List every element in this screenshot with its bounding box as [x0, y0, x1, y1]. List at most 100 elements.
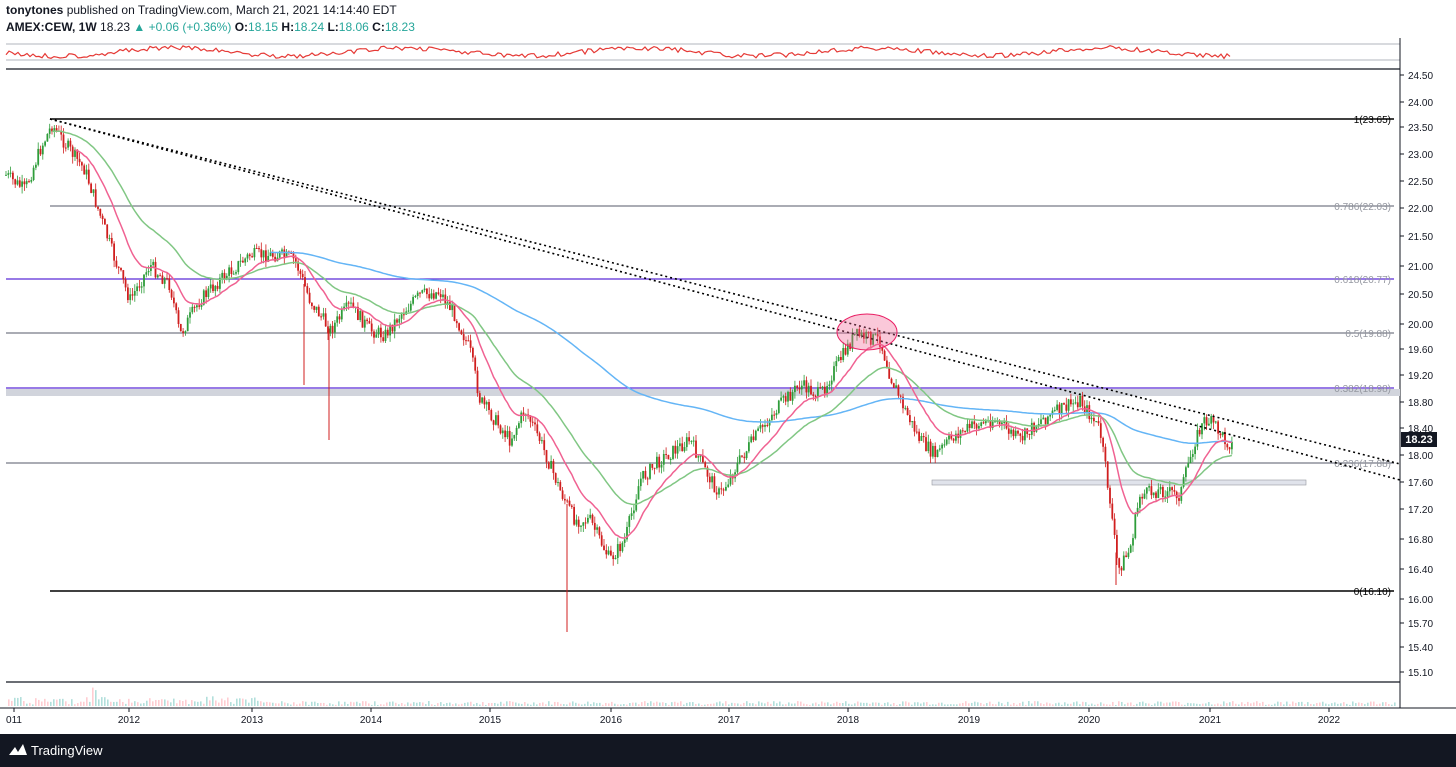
time-axis[interactable]: 011 2012 2013 2014 2015 2016 2017 2018 2019 2020 2… [6, 708, 1341, 726]
volume-bar [665, 703, 667, 706]
volume-bar [467, 702, 469, 706]
candle-body [1122, 555, 1125, 571]
candle-body [64, 147, 67, 149]
candle-body [366, 319, 368, 322]
candle-body [881, 346, 884, 351]
open-label: O: [234, 20, 249, 34]
price-axis[interactable]: 24.50 24.00 23.50 23.00 22.50 22.00 21.50 21.00… [1399, 38, 1433, 708]
candle-body [998, 421, 1001, 425]
volume-bar [950, 704, 952, 706]
candle-body [416, 292, 419, 296]
volume-bar [266, 701, 268, 706]
candle-body [768, 420, 771, 426]
candle-body [582, 522, 585, 526]
rsi-pane[interactable] [5, 43, 1400, 61]
candle-body [1221, 432, 1224, 436]
candle-body [982, 422, 985, 424]
candle-body [350, 302, 352, 304]
candle-body [315, 306, 318, 310]
volume-bar [509, 701, 511, 706]
volume-bar [1103, 703, 1105, 706]
highlight-ellipse[interactable] [836, 313, 898, 351]
trendline-upper[interactable] [49, 118, 1401, 465]
candle-body [357, 306, 359, 321]
candle-body [566, 500, 569, 502]
candle-body [465, 340, 467, 342]
candle-body [718, 488, 720, 495]
volume-bar [152, 701, 154, 706]
candle-body [1145, 487, 1148, 494]
volume-bar [1229, 702, 1231, 706]
volume-bar [338, 701, 340, 706]
volume-bar [719, 701, 721, 706]
candle-body [653, 467, 656, 469]
brand-name[interactable]: TradingView [31, 743, 103, 758]
candle-body [587, 517, 589, 523]
volume-bar [992, 703, 994, 706]
volume-bar [980, 702, 982, 706]
volume-bar [929, 704, 931, 706]
candle-body [633, 510, 635, 514]
volume-bar [794, 703, 796, 706]
volume-bar [1340, 703, 1342, 706]
candle-body [807, 385, 810, 393]
publisher-name[interactable]: tonytones [6, 3, 64, 17]
volume-bar [1094, 704, 1096, 706]
fibonacci-retracement[interactable]: 1(23.65) 0.786(22.03) 0.618(20.77) 0.5(19.8… [6, 115, 1394, 598]
tradingview-logo-icon[interactable] [8, 742, 28, 758]
volume-bar [386, 702, 388, 706]
volume-bar [1349, 704, 1351, 706]
volume-bar [905, 701, 907, 706]
volume-bar [1316, 703, 1318, 706]
trendline-lower[interactable] [49, 118, 1401, 481]
candle-body [53, 128, 56, 132]
volume-bar [914, 702, 916, 706]
candle-body [60, 130, 63, 135]
candle-body [41, 145, 44, 155]
candle-body [775, 413, 778, 416]
candle-body [803, 380, 805, 386]
candle-body [331, 325, 334, 333]
volume-bar [1025, 704, 1027, 706]
volume-bar [545, 704, 547, 706]
volume-pane[interactable] [6, 681, 1400, 706]
volume-bar [473, 704, 475, 706]
volume-bar [1199, 704, 1201, 706]
volume-bar [590, 704, 592, 706]
volume-bar [449, 702, 451, 706]
candle-body [674, 445, 677, 454]
price-pane[interactable]: 1(23.65) 0.786(22.03) 0.618(20.77) 0.5(19.8… [5, 115, 1401, 632]
candle-body [380, 327, 382, 338]
up-arrow-icon: ▲ [133, 20, 146, 34]
volume-bar [263, 702, 265, 706]
candle-body [55, 128, 58, 131]
candle-body [672, 445, 674, 459]
symbol-label[interactable]: AMEX:CEW, 1W [6, 20, 97, 34]
volume-bar [302, 701, 304, 706]
candle-body [156, 275, 159, 278]
candle-body [683, 447, 686, 452]
time-tick-label: 2013 [241, 715, 264, 726]
price-tick-label: 21.00 [1408, 262, 1433, 273]
candle-body [679, 443, 681, 447]
candle-body [242, 260, 244, 263]
chart-header: tonytones published on TradingView.com, … [0, 0, 1456, 38]
candle-body [943, 444, 946, 446]
candle-body [329, 325, 332, 334]
candle-body [892, 383, 895, 388]
candle-body [1196, 429, 1199, 447]
candle-body [518, 423, 520, 428]
volume-bar [1169, 702, 1171, 706]
candle-body [200, 304, 203, 307]
fib-level-label: 0.382(18.98) [1334, 384, 1391, 395]
price-tick-label: 20.00 [1408, 320, 1433, 331]
candle-body [929, 441, 932, 457]
candle-body [630, 513, 633, 517]
candle-body [501, 430, 504, 434]
candle-body [1178, 498, 1180, 501]
candle-body [320, 316, 322, 318]
support-zone-box[interactable] [931, 479, 1307, 486]
candle-body [426, 288, 428, 295]
candle-body [1152, 492, 1155, 496]
chart-canvas[interactable]: 24.50 24.00 23.50 23.00 22.50 22.00 21.50 21.00… [0, 0, 1456, 734]
